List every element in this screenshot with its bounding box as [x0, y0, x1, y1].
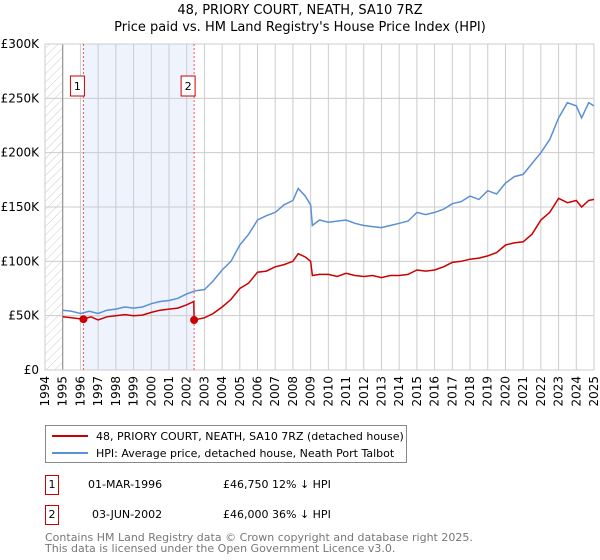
sale-badge-label: 1: [74, 80, 81, 93]
footer-licence: This data is licensed under the Open Gov…: [45, 542, 396, 555]
x-tick-label: 2015: [410, 376, 424, 407]
transaction-row: 2 03-JUN-2002 £46,000 36% ↓ HPI: [45, 505, 445, 525]
x-tick-label: 2022: [534, 376, 548, 407]
sale-point: [79, 315, 88, 324]
y-tick-label: £150K: [1, 200, 41, 214]
transaction-hpi: 12% ↓ HPI: [272, 478, 331, 491]
x-tick-label: 2021: [516, 376, 530, 407]
chart-title: 48, PRIORY COURT, NEATH, SA10 7RZ: [177, 3, 423, 18]
x-tick-label: 2013: [374, 376, 388, 407]
transaction-row: 1 01-MAR-1996 £46,750 12% ↓ HPI: [45, 475, 445, 495]
x-tick-label: 1997: [91, 376, 105, 407]
transaction-badge: 1: [45, 475, 59, 495]
x-tick-label: 1998: [109, 376, 123, 407]
x-tick-label: 2000: [144, 376, 158, 407]
legend-item-hpi: HPI: Average price, detached house, Neat…: [52, 445, 394, 461]
x-tick-label: 2016: [428, 376, 442, 407]
x-tick-label: 1994: [38, 376, 52, 407]
x-tick-label: 1999: [127, 376, 141, 407]
x-tick-label: 2018: [463, 376, 477, 407]
legend-label: 48, PRIORY COURT, NEATH, SA10 7RZ (detac…: [96, 429, 404, 443]
sale-badge: [69, 75, 85, 97]
series-line: [62, 197, 595, 321]
legend-label: HPI: Average price, detached house, Neat…: [96, 446, 395, 460]
y-tick-label: £300K: [1, 37, 41, 51]
transaction-hpi: 36% ↓ HPI: [272, 508, 331, 521]
transaction-price: £46,750: [223, 478, 269, 491]
sale-badge: [180, 75, 196, 97]
x-tick-label: 2005: [233, 376, 247, 407]
x-tick-label: 2012: [357, 376, 371, 407]
x-tick-label: 1996: [73, 376, 87, 407]
x-tick-label: 2023: [552, 376, 566, 407]
transaction-badge: 2: [45, 505, 59, 525]
x-tick-label: 2009: [304, 376, 318, 407]
y-tick-label: £200K: [1, 146, 41, 160]
y-tick-label: £0: [24, 363, 39, 377]
sale-point: [190, 316, 199, 325]
x-tick-label: 2019: [481, 376, 495, 407]
x-tick-label: 2017: [445, 376, 459, 407]
legend-swatch: [52, 452, 88, 454]
x-tick-label: 2007: [268, 376, 282, 407]
y-tick-label: £50K: [8, 309, 40, 323]
transaction-price: £46,000: [223, 508, 269, 521]
x-tick-label: 2011: [339, 376, 353, 407]
y-tick-label: £100K: [1, 254, 41, 268]
chart-plot: 1994 1995 1996 1997 1998 1999 2000 2001 2002 2003…: [1, 37, 600, 407]
x-tick-label: 2003: [197, 376, 211, 407]
x-tick-label: 2024: [569, 376, 583, 407]
x-tick-label: 2004: [215, 376, 229, 407]
y-tick-label: £250K: [1, 91, 41, 105]
x-tick-label: 2020: [498, 376, 512, 407]
transaction-date: 01-MAR-1996: [88, 478, 163, 491]
legend: 48, PRIORY COURT, NEATH, SA10 7RZ (detac…: [45, 425, 407, 463]
series-line: [62, 101, 595, 315]
x-tick-label: 2010: [321, 376, 335, 407]
x-tick-label: 2006: [251, 376, 265, 407]
chart-subtitle: Price paid vs. HM Land Registry's House …: [114, 20, 486, 35]
sale-badge-label: 2: [185, 80, 192, 93]
x-tick-label: 2008: [286, 376, 300, 407]
x-tick-label: 2001: [162, 376, 176, 407]
plot-border: [44, 43, 595, 371]
legend-item-property: 48, PRIORY COURT, NEATH, SA10 7RZ (detac…: [52, 428, 404, 444]
footer-copyright: Contains HM Land Registry data © Crown c…: [45, 531, 473, 544]
x-tick-label: 2002: [180, 376, 194, 407]
x-tick-label: 2025: [587, 376, 600, 407]
x-tick-label: 1995: [56, 376, 70, 407]
x-tick-label: 2014: [392, 376, 406, 407]
legend-swatch: [52, 435, 88, 437]
transaction-date: 03-JUN-2002: [92, 508, 163, 521]
